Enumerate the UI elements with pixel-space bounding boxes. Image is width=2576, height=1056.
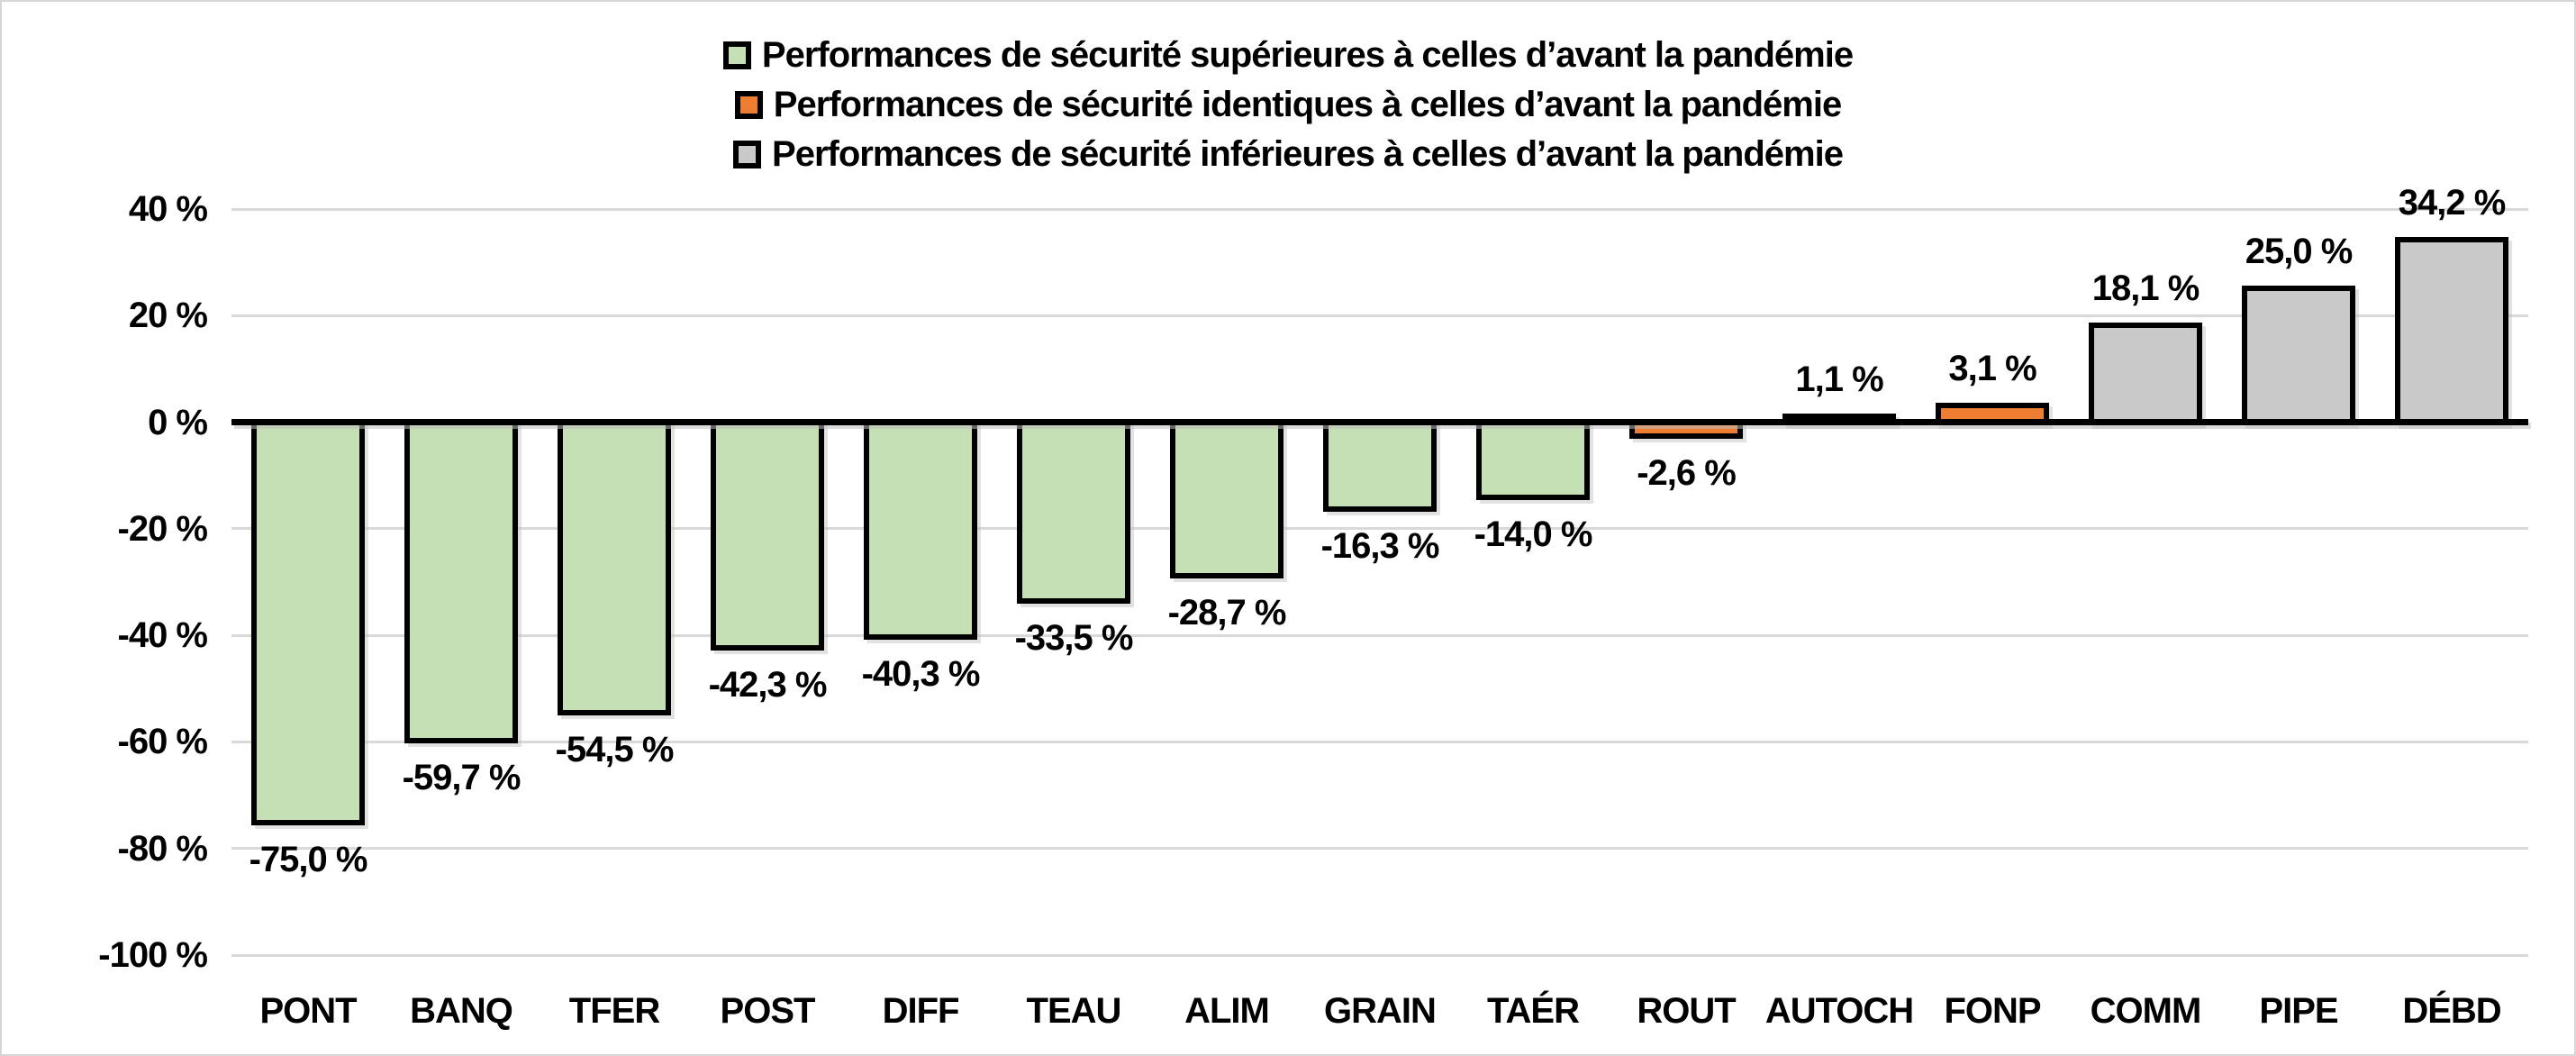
x-axis-tick-label: TAÉR: [1487, 991, 1580, 1031]
y-axis-tick-label: 20 %: [128, 296, 208, 336]
y-axis-tick-label: 0 %: [148, 402, 208, 442]
x-axis-tick-label: ALIM: [1184, 991, 1270, 1031]
x-axis-tick-label: GRAIN: [1324, 991, 1437, 1031]
y-axis-tick-label: 40 %: [128, 189, 208, 229]
bar-value-label: -40,3 %: [861, 654, 981, 695]
y-axis-tick-label: -40 %: [117, 615, 209, 656]
bar-value-label: 3,1 %: [1948, 348, 2036, 388]
x-axis-tick-label: TFER: [568, 991, 660, 1031]
legend-swatch-green: [722, 41, 751, 69]
bar-value-label: -16,3 %: [1320, 526, 1440, 567]
bar: [251, 419, 365, 825]
x-axis-tick-label: PONT: [259, 991, 357, 1031]
bar-value-label: -75,0 %: [249, 839, 368, 879]
y-axis-tick-label: -60 %: [117, 722, 209, 762]
legend-label: Performances de sécurité identiques à ce…: [773, 85, 1842, 124]
bar: [864, 419, 977, 641]
bar-value-label: -59,7 %: [402, 758, 522, 798]
legend-item: Performances de sécurité inférieures à c…: [733, 130, 1844, 179]
bar: [1017, 419, 1130, 605]
legend-item: Performances de sécurité supérieures à c…: [722, 31, 1854, 80]
x-axis-tick-label: FONP: [1944, 991, 2041, 1031]
bar-value-label: 25,0 %: [2245, 232, 2354, 272]
bar: [1323, 419, 1437, 513]
legend-label: Performances de sécurité supérieures à c…: [761, 35, 1854, 75]
chart-legend: Performances de sécurité supérieures à c…: [2, 31, 2574, 179]
x-axis-tick-label: COMM: [2090, 991, 2202, 1031]
bar-value-label: 34,2 %: [2398, 182, 2507, 223]
x-axis-tick-label: TEAU: [1026, 991, 1122, 1031]
x-axis-tick-label: AUTOCH: [1764, 991, 1914, 1031]
bar-value-label: 18,1 %: [2091, 269, 2200, 309]
bar-value-label: 1,1 %: [1795, 359, 1883, 399]
y-axis-tick-label: -20 %: [117, 508, 209, 549]
gridline: [231, 953, 2528, 957]
bar-value-label: -42,3 %: [708, 665, 828, 706]
bar-value-label: -14,0 %: [1474, 514, 1593, 554]
legend-item: Performances de sécurité identiques à ce…: [734, 80, 1842, 130]
legend-swatch-gray: [733, 141, 762, 168]
gridline: [231, 527, 2528, 531]
gridline: [231, 207, 2528, 211]
y-axis-tick-label: -100 %: [98, 935, 208, 975]
gridline: [231, 847, 2528, 851]
bar: [2395, 236, 2508, 426]
x-axis-tick-label: BANQ: [410, 991, 513, 1031]
y-axis-tick-label: -80 %: [117, 828, 209, 869]
legend-rows: Performances de sécurité supérieures à c…: [722, 31, 1854, 179]
bar: [2089, 323, 2202, 426]
legend-label: Performances de sécurité inférieures à c…: [772, 134, 1844, 174]
bar-value-label: -54,5 %: [555, 730, 675, 770]
legend-swatch-orange: [734, 91, 763, 119]
bar-value-label: -33,5 %: [1014, 618, 1134, 659]
gridline: [231, 314, 2528, 317]
x-axis-tick-label: DIFF: [882, 991, 960, 1031]
bar: [404, 419, 518, 744]
x-axis-line: [231, 419, 2528, 426]
x-axis-tick-label: DÉBD: [2402, 991, 2501, 1031]
x-axis-tick-label: POST: [720, 991, 816, 1031]
bar-value-label: -28,7 %: [1167, 592, 1287, 633]
gridline: [231, 740, 2528, 743]
bar: [711, 419, 824, 651]
gridline: [231, 633, 2528, 637]
x-axis-tick-label: ROUT: [1637, 991, 1736, 1031]
bar-value-label: -2,6 %: [1637, 453, 1737, 494]
x-axis-tick-label: PIPE: [2259, 991, 2338, 1031]
